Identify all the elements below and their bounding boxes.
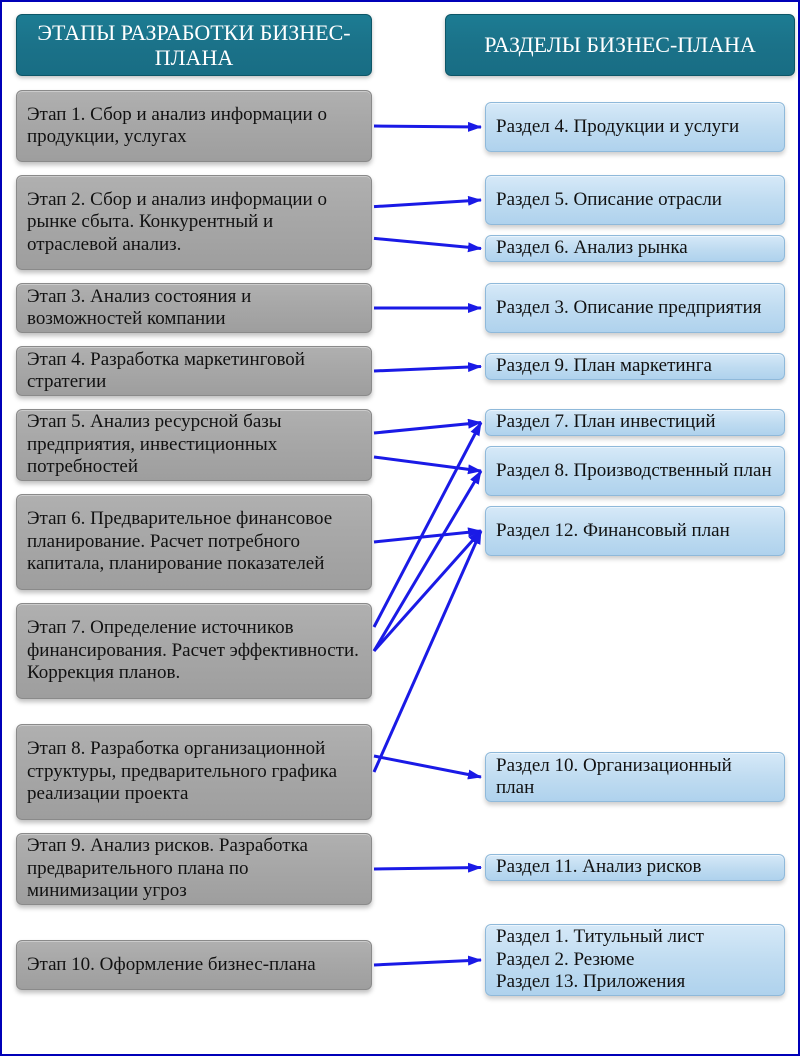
stage-s10: Этап 10. Оформление бизнес-плана — [16, 940, 372, 990]
stage-s8: Этап 8. Разработка организационной струк… — [16, 724, 372, 820]
arrow-s9-r11 — [374, 868, 481, 870]
section-r7: Раздел 7. План инвестиций — [485, 409, 785, 436]
section-r10: Раздел 10. Организационный план — [485, 752, 785, 802]
section-r8: Раздел 8. Производственный план — [485, 446, 785, 496]
section-r12: Раздел 12. Финансовый план — [485, 506, 785, 556]
section-r4: Раздел 4. Продукции и услуги — [485, 102, 785, 152]
stage-s9: Этап 9. Анализ рисков. Разработка предва… — [16, 833, 372, 905]
arrow-s2-r5 — [374, 200, 481, 207]
arrow-s2-r6 — [374, 238, 481, 248]
arrow-s8-r10 — [374, 756, 481, 777]
arrow-s1-r4 — [374, 126, 481, 127]
stage-s4: Этап 4. Разработка маркетинговой стратег… — [16, 346, 372, 396]
section-r3: Раздел 3. Описание предприятия — [485, 283, 785, 333]
arrow-s8-r12 — [374, 531, 481, 772]
arrow-s10-rx — [374, 960, 481, 965]
stage-s5: Этап 5. Анализ ресурсной базы предприяти… — [16, 409, 372, 481]
stage-s7: Этап 7. Определение источников финансиро… — [16, 603, 372, 699]
section-r6: Раздел 6. Анализ рынка — [485, 235, 785, 262]
section-r11: Раздел 11. Анализ рисков — [485, 854, 785, 881]
stage-s2: Этап 2. Сбор и анализ информации о рынке… — [16, 175, 372, 270]
header-stages: ЭТАПЫ РАЗРАБОТКИ БИЗНЕС-ПЛАНА — [16, 14, 372, 76]
stage-s6: Этап 6. Предварительное финансовое плани… — [16, 494, 372, 590]
arrow-s5-r8 — [374, 457, 481, 471]
arrow-s4-r9 — [374, 367, 481, 372]
section-rx: Раздел 1. Титульный лист Раздел 2. Резюм… — [485, 924, 785, 996]
arrow-s7-r12 — [374, 531, 481, 651]
header-sections: РАЗДЕЛЫ БИЗНЕС-ПЛАНА — [445, 14, 795, 76]
arrow-s7-r8 — [374, 471, 481, 651]
arrow-s7-r7 — [374, 423, 481, 628]
arrow-s5-r7 — [374, 423, 481, 434]
section-r5: Раздел 5. Описание отрасли — [485, 175, 785, 225]
stage-s3: Этап 3. Анализ состояния и возможностей … — [16, 283, 372, 333]
section-r9: Раздел 9. План маркетинга — [485, 353, 785, 380]
diagram-container: ЭТАПЫ РАЗРАБОТКИ БИЗНЕС-ПЛАНА РАЗДЕЛЫ БИ… — [0, 0, 800, 1056]
arrow-s6-r12 — [374, 531, 481, 542]
stage-s1: Этап 1. Сбор и анализ информации о проду… — [16, 90, 372, 162]
